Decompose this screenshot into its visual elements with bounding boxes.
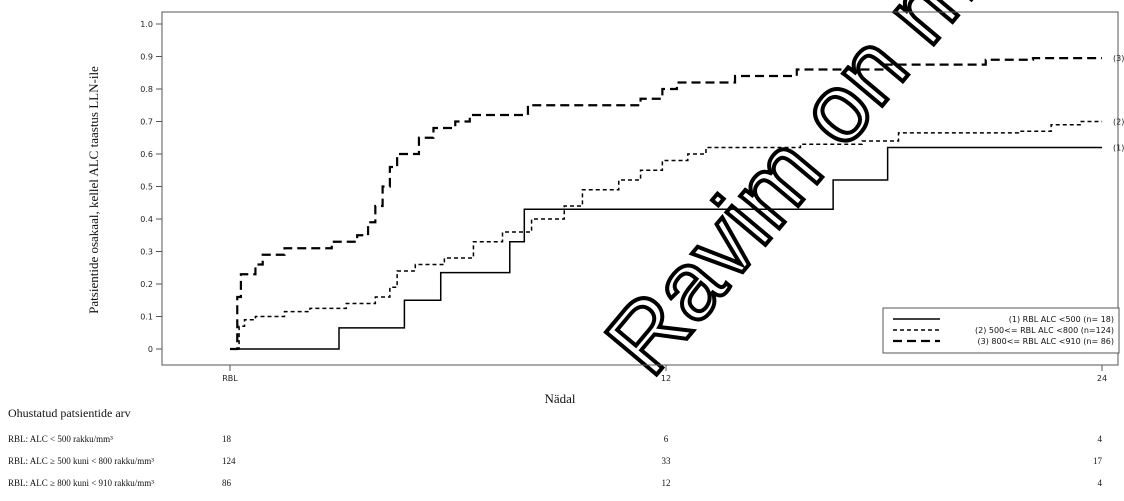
x-axis: RBL 12 24 <box>222 365 1107 383</box>
y-tick-label: 0.9 <box>140 53 153 62</box>
legend-label-2: (2) 500<= RBL ALC <800 (n=124) <box>975 326 1114 335</box>
series-line-2 <box>230 120 1102 350</box>
x-tick-label: 24 <box>1097 374 1107 383</box>
series-end-label-2: (2) <box>1113 118 1124 127</box>
legend: (1) RBL ALC <500 (n= 18) (2) 500<= RBL AL… <box>882 307 1120 354</box>
plot-frame <box>161 11 1119 366</box>
series-lines <box>230 57 1102 351</box>
series-end-label-3: (3) <box>1113 54 1124 63</box>
y-tick-label: 0.1 <box>140 313 153 322</box>
legend-label-1: (1) RBL ALC <500 (n= 18) <box>1009 315 1114 324</box>
y-tick-label: 0.6 <box>140 150 153 159</box>
risk-table-title: Ohustatud patsientide arv <box>8 406 131 420</box>
series-line-1 <box>230 146 1102 350</box>
y-tick-label: 0.4 <box>140 215 153 224</box>
risk-value: 33 <box>662 456 672 466</box>
risk-table: Ohustatud patsientide arv RBL: ALC < 500… <box>8 406 1103 488</box>
y-tick-label: 0.8 <box>140 85 153 94</box>
x-tick-label: 12 <box>661 374 671 383</box>
risk-value: 12 <box>662 478 671 488</box>
y-tick-label: 0.5 <box>140 183 153 192</box>
y-tick-label: 1.0 <box>140 20 153 29</box>
risk-value: 6 <box>664 434 669 444</box>
y-tick-label: 0.3 <box>140 248 153 257</box>
x-axis-title: Nädal <box>544 391 575 406</box>
series-line-3 <box>230 57 1102 351</box>
risk-row-label-2: RBL: ALC ≥ 500 kuni < 800 rakku/mm³ <box>8 456 154 466</box>
risk-row-label-1: RBL: ALC < 500 rakku/mm³ <box>8 434 113 444</box>
risk-row-label-3: RBL: ALC ≥ 800 kuni < 910 rakku/mm³ <box>8 478 154 488</box>
y-axis: 0 0.1 0.2 0.3 0.4 0.5 0.6 0.7 0.8 0.9 1.0 <box>140 20 162 354</box>
y-tick-label: 0.2 <box>140 280 153 289</box>
series-end-label-1: (1) <box>1113 144 1124 153</box>
risk-value: 17 <box>1093 456 1103 466</box>
risk-value: 124 <box>222 456 236 466</box>
risk-value: 18 <box>222 434 232 444</box>
risk-value: 86 <box>222 478 232 488</box>
y-tick-label: 0 <box>148 345 153 354</box>
y-axis-title: Patsientide osakaal, kellel ALC taastus … <box>86 66 101 314</box>
x-tick-label: RBL <box>222 374 238 383</box>
y-tick-label: 0.7 <box>140 118 153 127</box>
legend-label-3: (3) 800<= RBL ALC <910 (n= 86) <box>978 337 1114 346</box>
risk-value: 4 <box>1098 478 1103 488</box>
risk-value: 4 <box>1098 434 1103 444</box>
series-end-labels: (1) (2) (3) <box>1113 54 1124 152</box>
